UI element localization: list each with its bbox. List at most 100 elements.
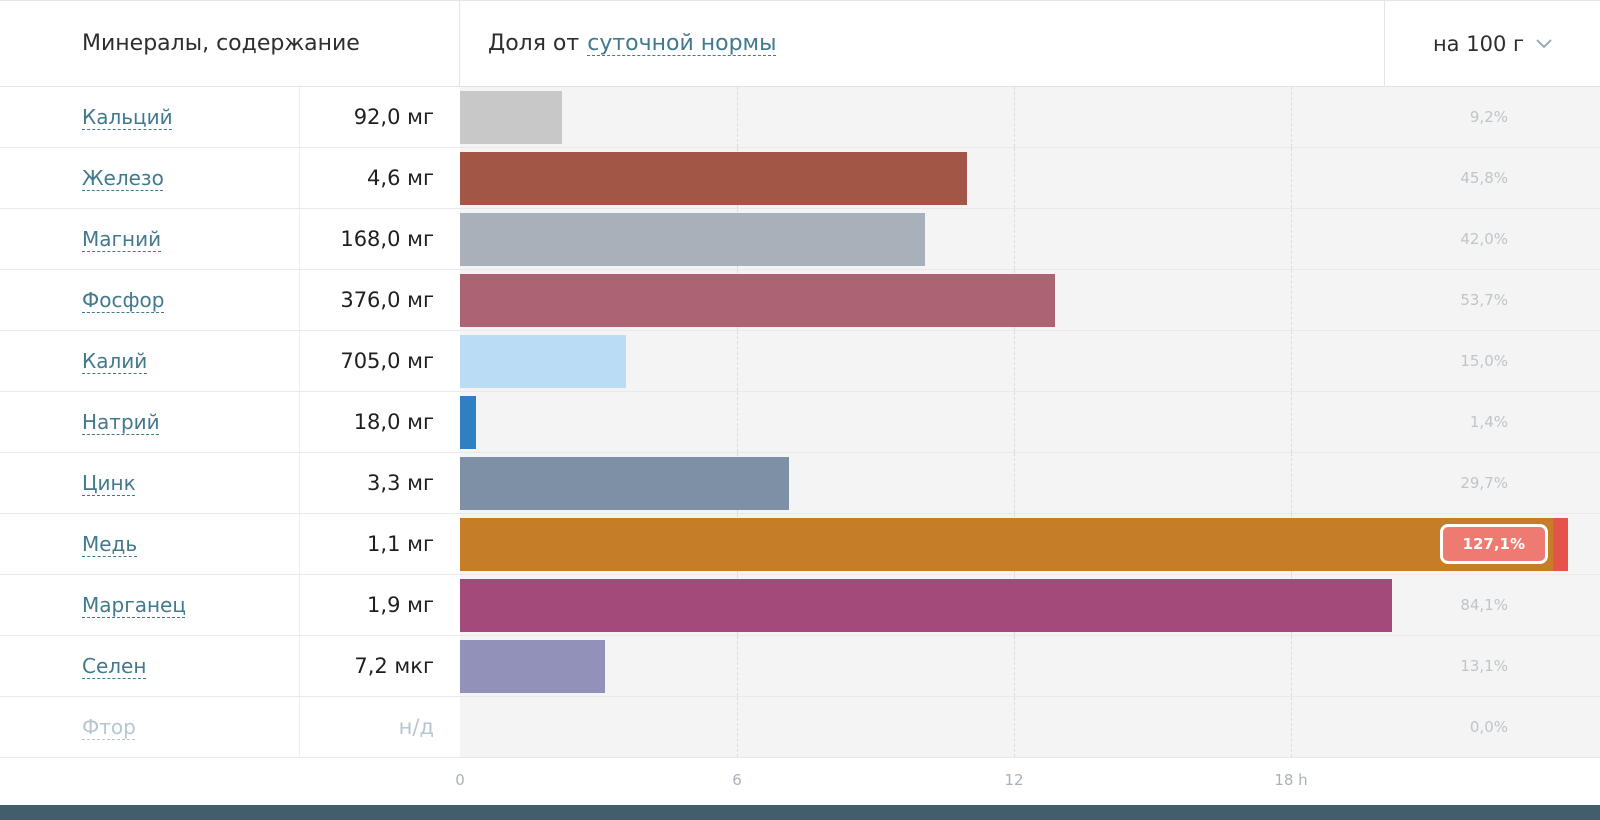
bar-cell: 15,0% xyxy=(460,331,1600,391)
bar xyxy=(460,213,926,266)
bar-cell: 84,1% xyxy=(460,575,1600,635)
mineral-link[interactable]: Кальций xyxy=(82,105,173,129)
amount-cell: 18,0 мг xyxy=(300,392,460,452)
gridline xyxy=(737,331,738,391)
mineral-name-cell: Фосфор xyxy=(0,270,300,330)
footer-strip xyxy=(0,805,1600,820)
per-100g-dropdown[interactable]: на 100 г xyxy=(1385,1,1600,86)
mineral-link[interactable]: Марганец xyxy=(82,593,186,617)
bar xyxy=(460,274,1055,327)
plot-area xyxy=(460,697,1568,757)
gridline xyxy=(1291,392,1292,452)
amount-cell: н/д xyxy=(300,697,460,757)
plot-area xyxy=(460,636,1568,696)
plot-area xyxy=(460,575,1568,635)
axis-tick: 18 h xyxy=(1274,771,1308,789)
chevron-down-icon xyxy=(1536,38,1552,49)
gridline xyxy=(1291,453,1292,513)
amount-value: 705,0 мг xyxy=(340,349,434,373)
gridline xyxy=(1014,453,1015,513)
mineral-name-cell: Селен xyxy=(0,636,300,696)
mineral-link[interactable]: Медь xyxy=(82,532,138,556)
table-header: Минералы, содержание Доля от суточной но… xyxy=(0,1,1600,87)
plot-area xyxy=(460,209,1568,269)
mineral-link[interactable]: Фосфор xyxy=(82,288,165,312)
amount-value: 1,1 мг xyxy=(367,532,434,556)
percent-label: 84,1% xyxy=(1460,596,1508,614)
percent-label: 15,0% xyxy=(1460,352,1508,370)
bar-cell: 42,0% xyxy=(460,209,1600,269)
mineral-name-cell: Натрий xyxy=(0,392,300,452)
plot-area xyxy=(460,453,1568,513)
gridline xyxy=(737,392,738,452)
amount-cell: 4,6 мг xyxy=(300,148,460,208)
percent-label: 9,2% xyxy=(1469,108,1508,126)
percent-label: 13,1% xyxy=(1460,657,1508,675)
gridline xyxy=(1291,148,1292,208)
mineral-link[interactable]: Калий xyxy=(82,349,148,373)
daily-norm-link[interactable]: суточной нормы xyxy=(587,31,777,56)
bar-cell: 9,2% xyxy=(460,87,1600,147)
table-row: Магний 168,0 мг 42,0% xyxy=(0,209,1600,270)
gridline xyxy=(737,697,738,757)
gridline xyxy=(1014,87,1015,147)
gridline xyxy=(1291,209,1292,269)
bar-cell: 0,0% xyxy=(460,697,1600,757)
amount-value: 376,0 мг xyxy=(340,288,434,312)
mineral-link[interactable]: Железо xyxy=(82,166,164,190)
gridline xyxy=(1291,331,1292,391)
gridline xyxy=(1291,270,1292,330)
axis-tick: 0 xyxy=(455,771,465,789)
gridline xyxy=(737,87,738,147)
mineral-link[interactable]: Магний xyxy=(82,227,162,251)
mineral-name-cell: Цинк xyxy=(0,453,300,513)
axis-tick: 12 xyxy=(1004,771,1024,789)
percent-label: 53,7% xyxy=(1460,291,1508,309)
gridline xyxy=(1014,636,1015,696)
amount-value: 168,0 мг xyxy=(340,227,434,251)
gridline xyxy=(1291,697,1292,757)
amount-value: 18,0 мг xyxy=(353,410,434,434)
per-100g-label: на 100 г xyxy=(1432,31,1525,56)
table-body: Кальций 92,0 мг 9,2% Железо 4,6 мг xyxy=(0,87,1600,758)
amount-cell: 3,3 мг xyxy=(300,453,460,513)
gridline xyxy=(1014,392,1015,452)
gridline xyxy=(1014,331,1015,391)
percent-label: 0,0% xyxy=(1469,718,1508,736)
table-row: Фтор н/д 0,0% xyxy=(0,697,1600,758)
mineral-name-cell: Железо xyxy=(0,148,300,208)
table-row: Цинк 3,3 мг 29,7% xyxy=(0,453,1600,514)
bar xyxy=(460,335,627,388)
amount-cell: 168,0 мг xyxy=(300,209,460,269)
table-row: Фосфор 376,0 мг 53,7% xyxy=(0,270,1600,331)
mineral-link[interactable]: Натрий xyxy=(82,410,160,434)
plot-area xyxy=(460,392,1568,452)
bar-cell: 53,7% xyxy=(460,270,1600,330)
bar xyxy=(460,579,1392,632)
overflow-cap xyxy=(1553,518,1568,571)
gridline xyxy=(737,636,738,696)
mineral-link[interactable]: Селен xyxy=(82,654,147,678)
mineral-name-cell: Медь xyxy=(0,514,300,574)
amount-cell: 1,9 мг xyxy=(300,575,460,635)
axis-row: 0 6 12 18 h xyxy=(0,758,1600,805)
amount-value: 92,0 мг xyxy=(353,105,434,129)
overflow-badge: 127,1% xyxy=(1439,524,1548,564)
amount-value: 1,9 мг xyxy=(367,593,434,617)
minerals-title: Минералы, содержание xyxy=(82,31,360,56)
chart-header-cell: Доля от суточной нормы xyxy=(460,1,1385,86)
plot-area xyxy=(460,514,1568,574)
gridline xyxy=(1014,697,1015,757)
table-row: Натрий 18,0 мг 1,4% xyxy=(0,392,1600,453)
mineral-link[interactable]: Цинк xyxy=(82,471,136,495)
amount-value: 7,2 мкг xyxy=(354,654,434,678)
amount-value: 4,6 мг xyxy=(367,166,434,190)
mineral-link[interactable]: Фтор xyxy=(82,715,136,739)
percent-label: 42,0% xyxy=(1460,230,1508,248)
bar-cell: 13,1% xyxy=(460,636,1600,696)
table-row: Медь 1,1 мг 127,1% xyxy=(0,514,1600,575)
plot-area xyxy=(460,331,1568,391)
plot-area xyxy=(460,87,1568,147)
minerals-header-cell: Минералы, содержание xyxy=(0,1,460,86)
